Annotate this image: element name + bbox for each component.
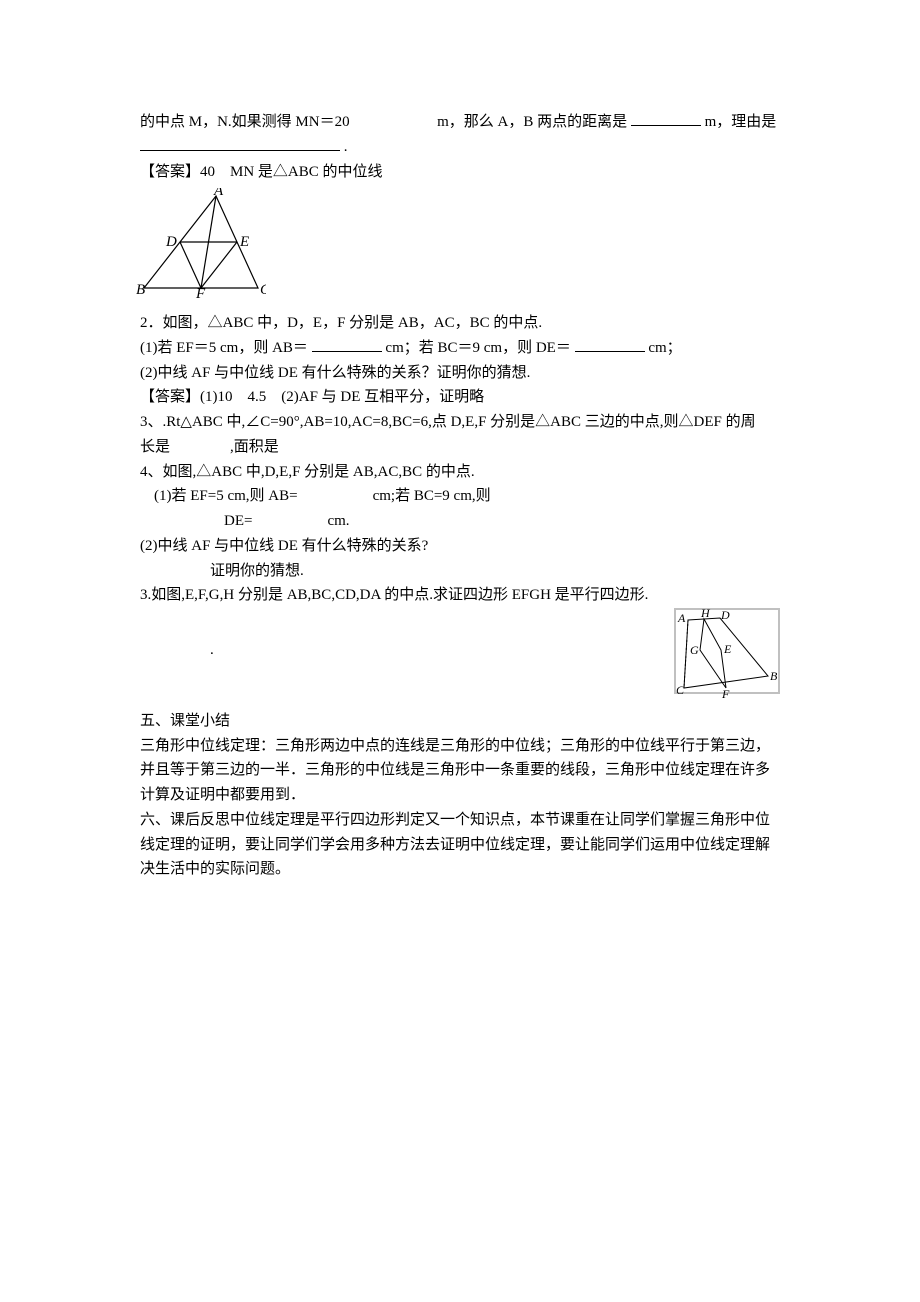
q3x: 3.如图,E,F,G,H 分别是 AB,BC,CD,DA 的中点.求证四边形 E… (140, 583, 780, 608)
blank-de (575, 337, 645, 352)
q-label-e: E (723, 642, 732, 656)
q2-intro: 2．如图，△ABC 中，D，E，F 分别是 AB，AC，BC 的中点. (140, 311, 780, 336)
q2-answer: 【答案】(1)10 4.5 (2)AF 与 DE 互相平分，证明略 (140, 385, 780, 410)
quadrilateral-figure: A D H G E B C F (674, 608, 780, 709)
label-c: C (260, 282, 266, 298)
q-label-c: C (676, 683, 685, 697)
q4-p2b: 证明你的猜想. (140, 559, 780, 584)
q-label-g: G (690, 643, 699, 657)
line1-seg1: 的中点 M，N.如果测得 MN＝20 (140, 114, 350, 130)
triangle-figure-1: A B C D E F (136, 188, 780, 307)
q-label-a: A (677, 611, 686, 625)
triangle-svg: A B C D E F (136, 188, 266, 298)
blank-ab (312, 337, 382, 352)
blank-reason (140, 136, 340, 151)
section6: 六、课后反思中位线定理是平行四边形判定又一个知识点，本节课重在让同学们掌握三角形… (140, 808, 780, 882)
q3-line2: 长是 ,面积是 (140, 435, 780, 460)
q-label-d: D (720, 608, 730, 622)
label-d: D (165, 234, 177, 250)
section5-title: 五、课堂小结 (140, 709, 780, 734)
q4-p1: (1)若 EF=5 cm,则 AB= cm;若 BC=9 cm,则 (140, 484, 780, 509)
section5-body: 三角形中位线定理：三角形两边中点的连线是三角形的中位线；三角形的中位线平行于第三… (140, 734, 780, 808)
q4-intro: 4、如图,△ABC 中,D,E,F 分别是 AB,AC,BC 的中点. (140, 460, 780, 485)
answer-1: 【答案】40 MN 是△ABC 的中位线 (140, 160, 780, 185)
q2-p1b: cm；若 BC＝9 cm，则 DE＝ (385, 340, 570, 356)
q-label-h: H (700, 608, 711, 620)
q2-part1: (1)若 EF＝5 cm，则 AB＝ cm；若 BC＝9 cm，则 DE＝ cm… (140, 336, 780, 361)
q2-p1c: cm； (648, 340, 681, 356)
label-e: E (239, 234, 249, 250)
line1-seg2: m，那么 A，B 两点的距离是 (437, 114, 627, 130)
q4-p1b: DE= cm. (140, 509, 780, 534)
q3-line1: 3、.Rt△ABC 中,∠C=90°,AB=10,AC=8,BC=6,点 D,E… (140, 410, 780, 435)
q-label-b: B (770, 669, 778, 683)
q2-p1a: (1)若 EF＝5 cm，则 AB＝ (140, 340, 308, 356)
line2-end: . (344, 139, 348, 155)
line-df (180, 242, 201, 288)
document-page: 的中点 M，N.如果测得 MN＝20 m，那么 A，B 两点的距离是 m，理由是… (0, 0, 920, 942)
label-a: A (213, 188, 224, 199)
line1-seg3: m，理由是 (705, 114, 777, 130)
label-b: B (136, 282, 145, 298)
line-2: . (140, 135, 780, 160)
q-label-f: F (721, 687, 730, 700)
label-f: F (195, 286, 206, 298)
line-1: 的中点 M，N.如果测得 MN＝20 m，那么 A，B 两点的距离是 m，理由是 (140, 110, 780, 135)
blank-distance (631, 111, 701, 126)
quad-svg: A D H G E B C F (674, 608, 780, 700)
q4-p2: (2)中线 AF 与中位线 DE 有什么特殊的关系? (140, 534, 780, 559)
line-ef (201, 242, 237, 288)
q2-part2: (2)中线 AF 与中位线 DE 有什么特殊的关系？证明你的猜想. (140, 361, 780, 386)
